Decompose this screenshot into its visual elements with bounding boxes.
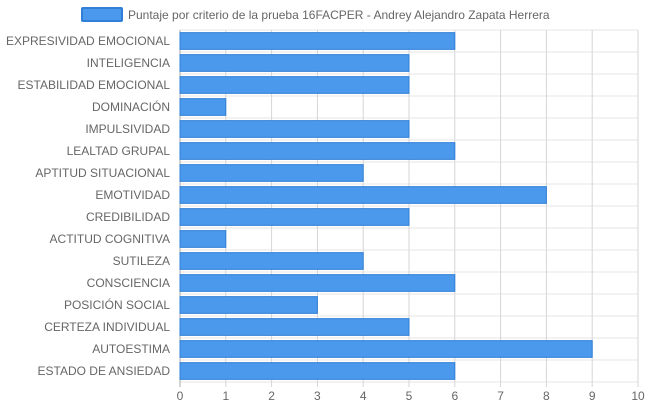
category-label: IMPULSIVIDAD bbox=[85, 122, 170, 136]
category-label: ESTADO DE ANSIEDAD bbox=[38, 364, 171, 378]
category-label: AUTOESTIMA bbox=[92, 342, 170, 356]
x-tick-label: 8 bbox=[543, 389, 550, 403]
bar[interactable] bbox=[179, 98, 227, 116]
legend-swatch bbox=[81, 7, 123, 22]
bar[interactable] bbox=[179, 32, 456, 50]
category-label: LEALTAD GRUPAL bbox=[67, 144, 171, 158]
chart-legend[interactable]: Puntaje por criterio de la prueba 16FACP… bbox=[81, 7, 550, 22]
category-label: APTITUD SITUACIONAL bbox=[35, 166, 170, 180]
x-tick-label: 3 bbox=[314, 389, 321, 403]
x-tick-label: 6 bbox=[451, 389, 458, 403]
bar[interactable] bbox=[179, 318, 410, 336]
x-tick-label: 0 bbox=[177, 389, 184, 403]
bar[interactable] bbox=[179, 142, 456, 160]
x-axis-tick-labels: 0 1 2 3 4 5 6 7 8 9 10 bbox=[177, 389, 645, 403]
category-label: CERTEZA INDIVIDUAL bbox=[44, 320, 170, 334]
chart-bars bbox=[179, 32, 593, 380]
bar[interactable] bbox=[179, 164, 364, 182]
category-label: ACTITUD COGNITIVA bbox=[50, 232, 170, 246]
x-tick-label: 10 bbox=[631, 389, 645, 403]
x-tick-label: 4 bbox=[360, 389, 367, 403]
bar[interactable] bbox=[179, 120, 410, 138]
category-label: EMOTIVIDAD bbox=[95, 188, 170, 202]
bar[interactable] bbox=[179, 252, 364, 270]
y-axis-labels: EXPRESIVIDAD EMOCIONAL INTELIGENCIA ESTABI… bbox=[6, 34, 170, 378]
bar[interactable] bbox=[179, 208, 410, 226]
x-tick-label: 7 bbox=[497, 389, 504, 403]
category-label: ESTABILIDAD EMOCIONAL bbox=[18, 78, 171, 92]
category-label: POSICIÓN SOCIAL bbox=[64, 297, 170, 312]
bar[interactable] bbox=[179, 296, 318, 314]
category-label: CREDIBILIDAD bbox=[86, 210, 170, 224]
x-tick-label: 1 bbox=[222, 389, 229, 403]
bar[interactable] bbox=[179, 340, 593, 358]
bar[interactable] bbox=[179, 230, 227, 248]
x-tick-label: 9 bbox=[589, 389, 596, 403]
bar[interactable] bbox=[179, 186, 547, 204]
bar[interactable] bbox=[179, 54, 410, 72]
bar[interactable] bbox=[179, 362, 456, 380]
legend-label: Puntaje por criterio de la prueba 16FACP… bbox=[128, 8, 550, 22]
bar[interactable] bbox=[179, 274, 456, 292]
x-tick-label: 5 bbox=[406, 389, 413, 403]
bar[interactable] bbox=[179, 76, 410, 94]
x-tick-label: 2 bbox=[268, 389, 275, 403]
category-label: SUTILEZA bbox=[113, 254, 170, 268]
category-label: DOMINACIÓN bbox=[92, 99, 170, 114]
category-label: CONSCIENCIA bbox=[87, 276, 170, 290]
category-label: EXPRESIVIDAD EMOCIONAL bbox=[6, 34, 170, 48]
category-label: INTELIGENCIA bbox=[87, 56, 170, 70]
